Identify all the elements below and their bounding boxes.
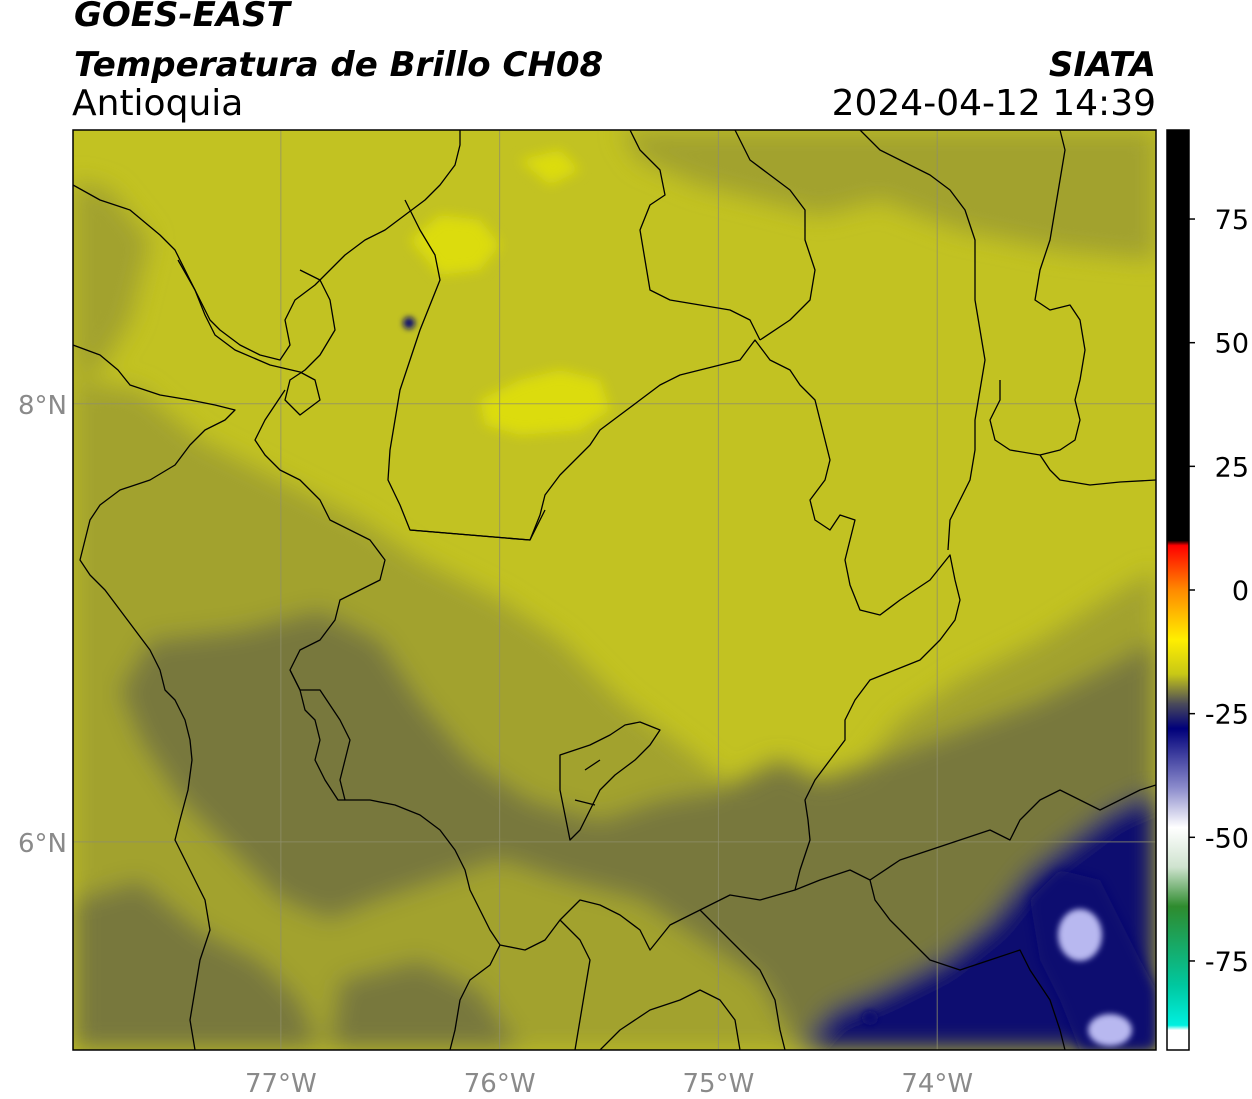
gulf-uraba-coast bbox=[73, 130, 461, 361]
boundaries bbox=[73, 130, 1156, 1050]
coastline-pacific-border bbox=[73, 344, 236, 1050]
field-cold-spot bbox=[403, 317, 415, 329]
uraba-inner-coast bbox=[177, 259, 336, 416]
satellite-title: GOES-EAST bbox=[74, 0, 290, 35]
field-mid-west-edge bbox=[73, 180, 150, 380]
brand-label: SIATA bbox=[1048, 45, 1156, 85]
field-coldest-cell-2 bbox=[1088, 1014, 1132, 1046]
field-coldest-cell-1 bbox=[1058, 909, 1102, 961]
longitude-tick-label: 77°W bbox=[245, 1069, 317, 1099]
product-title: Temperatura de Brillo CH08 bbox=[74, 45, 604, 85]
plot-frame bbox=[72, 129, 1157, 1051]
santander-border bbox=[989, 130, 1086, 456]
field-colder-core bbox=[1030, 870, 1156, 1050]
colorbar-ticks: 75 50 25 0 -25 -50 -75 bbox=[1189, 205, 1249, 978]
field-bright-ne bbox=[520, 150, 580, 185]
latitude-labels: 8°N 6°N bbox=[18, 391, 67, 859]
bolivar-east-border bbox=[859, 130, 986, 551]
field-dark-south bbox=[330, 960, 520, 1050]
field-bright-center bbox=[480, 370, 610, 435]
colorbar-tick-label: -25 bbox=[1205, 700, 1249, 731]
graticule bbox=[73, 130, 1156, 1050]
temperature-field bbox=[73, 130, 1156, 1050]
colorbar-tick-label: -50 bbox=[1205, 823, 1249, 854]
longitude-tick-label: 76°W bbox=[464, 1069, 536, 1099]
field-dark-band bbox=[120, 610, 1156, 1050]
colorbar-tick-label: 25 bbox=[1215, 452, 1249, 483]
colorbar-tick-label: 75 bbox=[1215, 205, 1249, 236]
field-bright-north bbox=[410, 215, 500, 275]
bolivar-border bbox=[629, 130, 816, 341]
caldas-east-border bbox=[794, 869, 1066, 1050]
caldas-border bbox=[449, 909, 786, 1050]
colorbar-tick-label: -75 bbox=[1205, 947, 1249, 978]
field-cold-spot-2 bbox=[862, 1011, 878, 1025]
tolima-border bbox=[599, 989, 741, 1050]
datetime-label: 2024-04-12 14:39 bbox=[831, 83, 1156, 124]
longitude-tick-label: 74°W bbox=[901, 1069, 973, 1099]
choco-border bbox=[289, 669, 345, 801]
longitude-tick-label: 75°W bbox=[683, 1069, 755, 1099]
colorbar: 75 50 25 0 -25 -50 -75 bbox=[1166, 129, 1249, 1051]
medellin-valley-munis bbox=[559, 721, 661, 841]
colorbar-tick-label: 50 bbox=[1215, 329, 1249, 360]
boyaca-border bbox=[869, 784, 1156, 881]
magdalena-river-border bbox=[1039, 454, 1156, 486]
field-dark-west bbox=[73, 880, 320, 1050]
longitude-labels: 77°W 76°W 75°W 74°W bbox=[245, 1069, 973, 1099]
latitude-tick-label: 6°N bbox=[18, 829, 67, 859]
region-label: Antioquia bbox=[72, 83, 244, 124]
cordoba-border bbox=[409, 509, 546, 541]
colorbar-gradient bbox=[1167, 130, 1189, 1050]
colorbar-tick-label: 0 bbox=[1232, 576, 1249, 607]
latitude-tick-label: 8°N bbox=[18, 391, 67, 421]
